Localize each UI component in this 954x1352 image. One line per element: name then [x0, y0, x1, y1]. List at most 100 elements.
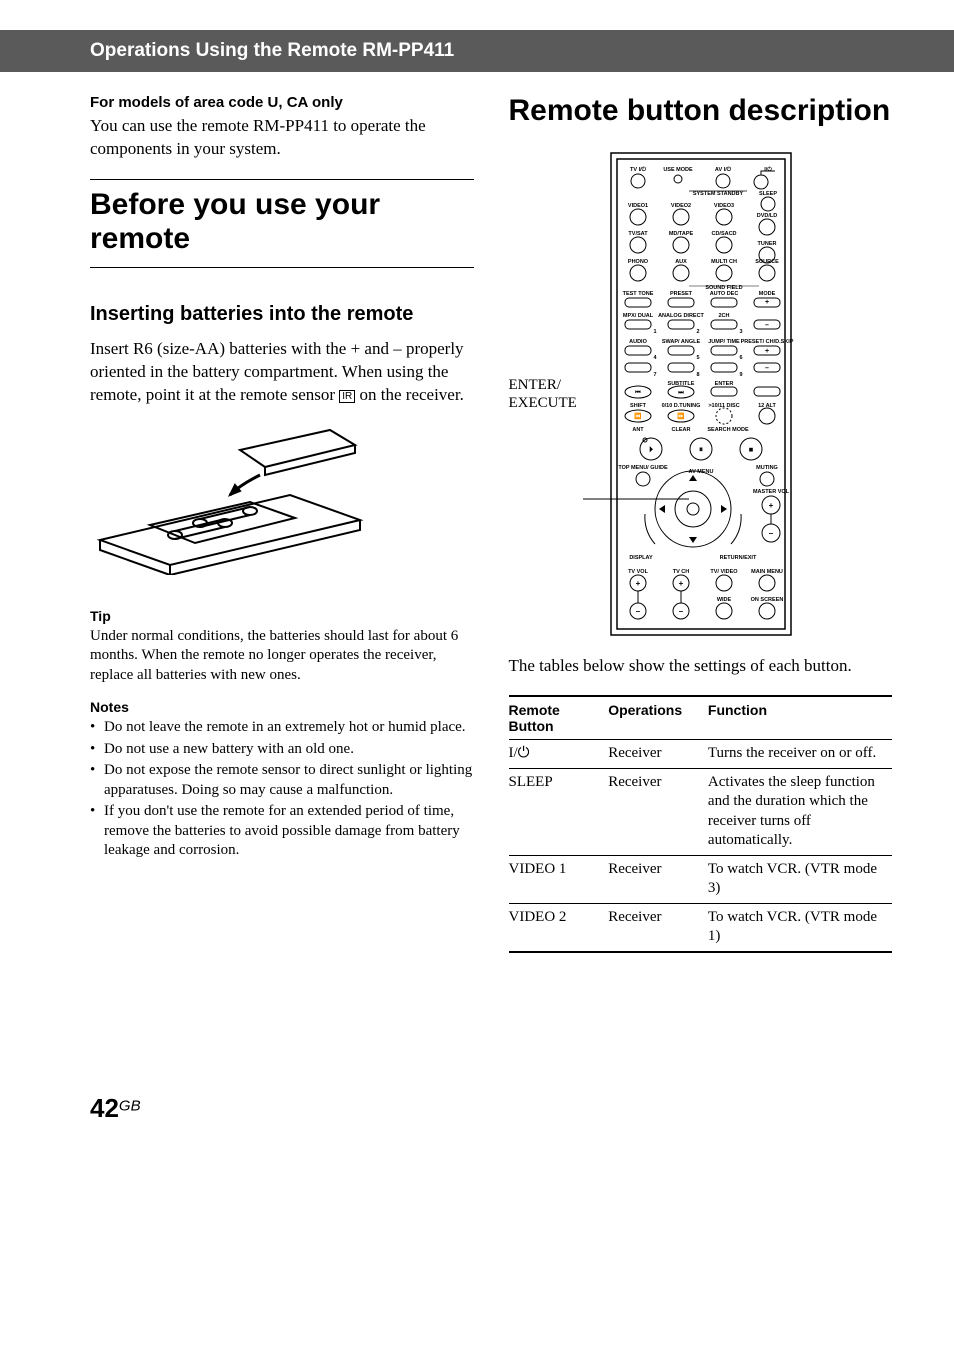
notes-list: Do not leave the remote in an extremely …: [90, 718, 474, 861]
btn-label: PHONO: [628, 259, 649, 265]
btn-label: TEST TONE: [622, 291, 653, 297]
btn-label: RETURN/EXIT: [719, 555, 756, 561]
btn-label: SEARCH MODE: [707, 427, 749, 433]
btn-label: DISPLAY: [629, 555, 653, 561]
svg-text:–: –: [636, 607, 641, 616]
btn-label: JUMP/ TIME: [708, 339, 740, 345]
btn-label: 4: [653, 355, 657, 361]
note-item: Do not leave the remote in an extremely …: [90, 718, 474, 738]
btn-label: TV VOL: [628, 569, 649, 575]
btn-label: 5: [696, 355, 699, 361]
btn-label: TV CH: [673, 569, 690, 575]
svg-text:–: –: [769, 529, 774, 538]
page-suffix: GB: [119, 1098, 141, 1115]
btn-label: MUTING: [756, 465, 778, 471]
btn-label: I/⏻: [764, 166, 772, 173]
table-row: SLEEP Receiver Activates the sleep funct…: [509, 768, 893, 855]
btn-label: VIDEO2: [671, 203, 691, 209]
btn-label: VIDEO3: [714, 203, 734, 209]
col-function: Function: [708, 696, 892, 740]
cell: Receiver: [608, 740, 708, 769]
cell: I/⏻: [509, 740, 609, 769]
btn-label: MODE: [759, 291, 776, 297]
btn-label: MAIN MENU: [751, 569, 783, 575]
svg-text:–: –: [679, 607, 684, 616]
svg-text:+: +: [678, 579, 683, 588]
pause-icon: ⏸: [699, 445, 703, 454]
btn-label: 9: [739, 372, 742, 378]
btn-label: 2: [696, 329, 699, 335]
remote-description-title: Remote button description: [509, 94, 893, 129]
stop-icon: ⏹: [749, 445, 753, 454]
btn-label: ON SCREEN: [750, 597, 783, 603]
btn-label: TV I/⏻: [630, 166, 647, 173]
insert-batteries-body: Insert R6 (size-AA) batteries with the +…: [90, 338, 474, 407]
btn-label: ANALOG DIRECT: [658, 313, 704, 319]
btn-label: DVD/LD: [757, 213, 778, 219]
play-icon: ⏵: [649, 445, 653, 454]
insert-batteries-head: Inserting batteries into the remote: [90, 302, 474, 326]
cell: To watch VCR. (VTR mode 3): [708, 855, 892, 903]
btn-label: PRESET/ CH/D.SKIP: [740, 339, 793, 345]
btn-label: ENTER: [715, 381, 734, 387]
cell: Receiver: [608, 768, 708, 855]
btn-label: 8: [696, 372, 699, 378]
table-row: I/⏻ Receiver Turns the receiver on or of…: [509, 740, 893, 769]
button-table: Remote Button Operations Function I/⏻ Re…: [509, 695, 893, 953]
note-item: Do not expose the remote sensor to direc…: [90, 761, 474, 800]
btn-label: TUNER: [757, 241, 776, 247]
btn-label: SYSTEM STANDBY: [693, 191, 744, 197]
cell: SLEEP: [509, 768, 609, 855]
remote-diagram: TV I/⏻ USE MODE AV I/⏻ I/⏻ SYSTEM STANDB…: [583, 149, 813, 639]
table-row: VIDEO 1 Receiver To watch VCR. (VTR mode…: [509, 855, 893, 903]
col-remote-button: Remote Button: [509, 696, 609, 740]
btn-label: MASTER VOL: [753, 489, 790, 495]
cell: VIDEO 2: [509, 903, 609, 952]
ir-sensor-icon: IR: [339, 390, 355, 403]
svg-text:+: +: [635, 579, 640, 588]
btn-label: MULTI CH: [711, 259, 737, 265]
btn-label: SOURCE: [755, 259, 779, 265]
models-subhead: For models of area code U, CA only: [90, 94, 474, 111]
btn-label: 2CH: [718, 313, 729, 319]
btn-label: 3: [739, 329, 742, 335]
cell: Receiver: [608, 903, 708, 952]
section-header-band: Operations Using the Remote RM-PP411: [0, 30, 954, 72]
left-column: For models of area code U, CA only You c…: [90, 94, 474, 953]
tip-heading: Tip: [90, 608, 474, 624]
btn-label: VIDEO1: [628, 203, 648, 209]
btn-label: AUX: [675, 259, 687, 265]
note-item: If you don't use the remote for an exten…: [90, 802, 474, 861]
svg-text:⏮: ⏮: [635, 390, 641, 396]
btn-label: AUTO DEC: [710, 291, 739, 297]
page-number-value: 42: [90, 1093, 119, 1123]
btn-label: TV/ VIDEO: [710, 569, 738, 575]
btn-label: 6: [739, 355, 742, 361]
page-columns: For models of area code U, CA only You c…: [0, 94, 954, 953]
svg-text:+: +: [768, 501, 773, 510]
right-column: Remote button description ENTER/ EXECUTE…: [509, 94, 893, 953]
btn-label: PRESET: [670, 291, 693, 297]
btn-label: CD/SACD: [711, 231, 736, 237]
btn-label: WIDE: [717, 597, 732, 603]
remote-diagram-wrap: ENTER/ EXECUTE TV I/⏻ USE MODE AV I/⏻ I/…: [509, 149, 893, 639]
svg-text:⏩: ⏩: [677, 412, 685, 420]
cell: Turns the receiver on or off.: [708, 740, 892, 769]
btn-label: AV I/⏻: [715, 166, 732, 173]
btn-label: 7: [653, 372, 656, 378]
battery-diagram: [90, 425, 474, 580]
page-number: 42GB: [0, 1093, 954, 1124]
btn-label: MPX/ DUAL: [623, 313, 654, 319]
notes-heading: Notes: [90, 699, 474, 715]
btn-label: MD/TAPE: [669, 231, 694, 237]
svg-text:⏪: ⏪: [634, 412, 642, 420]
btn-label: SLEEP: [759, 191, 777, 197]
svg-text:–: –: [765, 322, 769, 329]
btn-label: AUDIO: [629, 339, 647, 345]
before-use-title: Before you use your remote: [90, 188, 474, 257]
tip-body: Under normal conditions, the batteries s…: [90, 627, 474, 686]
btn-label: TV/SAT: [628, 231, 648, 237]
cell: Activates the sleep function and the dur…: [708, 768, 892, 855]
btn-label: SHIFT: [630, 403, 647, 409]
btn-label: SWAP/ ANGLE: [662, 339, 701, 345]
